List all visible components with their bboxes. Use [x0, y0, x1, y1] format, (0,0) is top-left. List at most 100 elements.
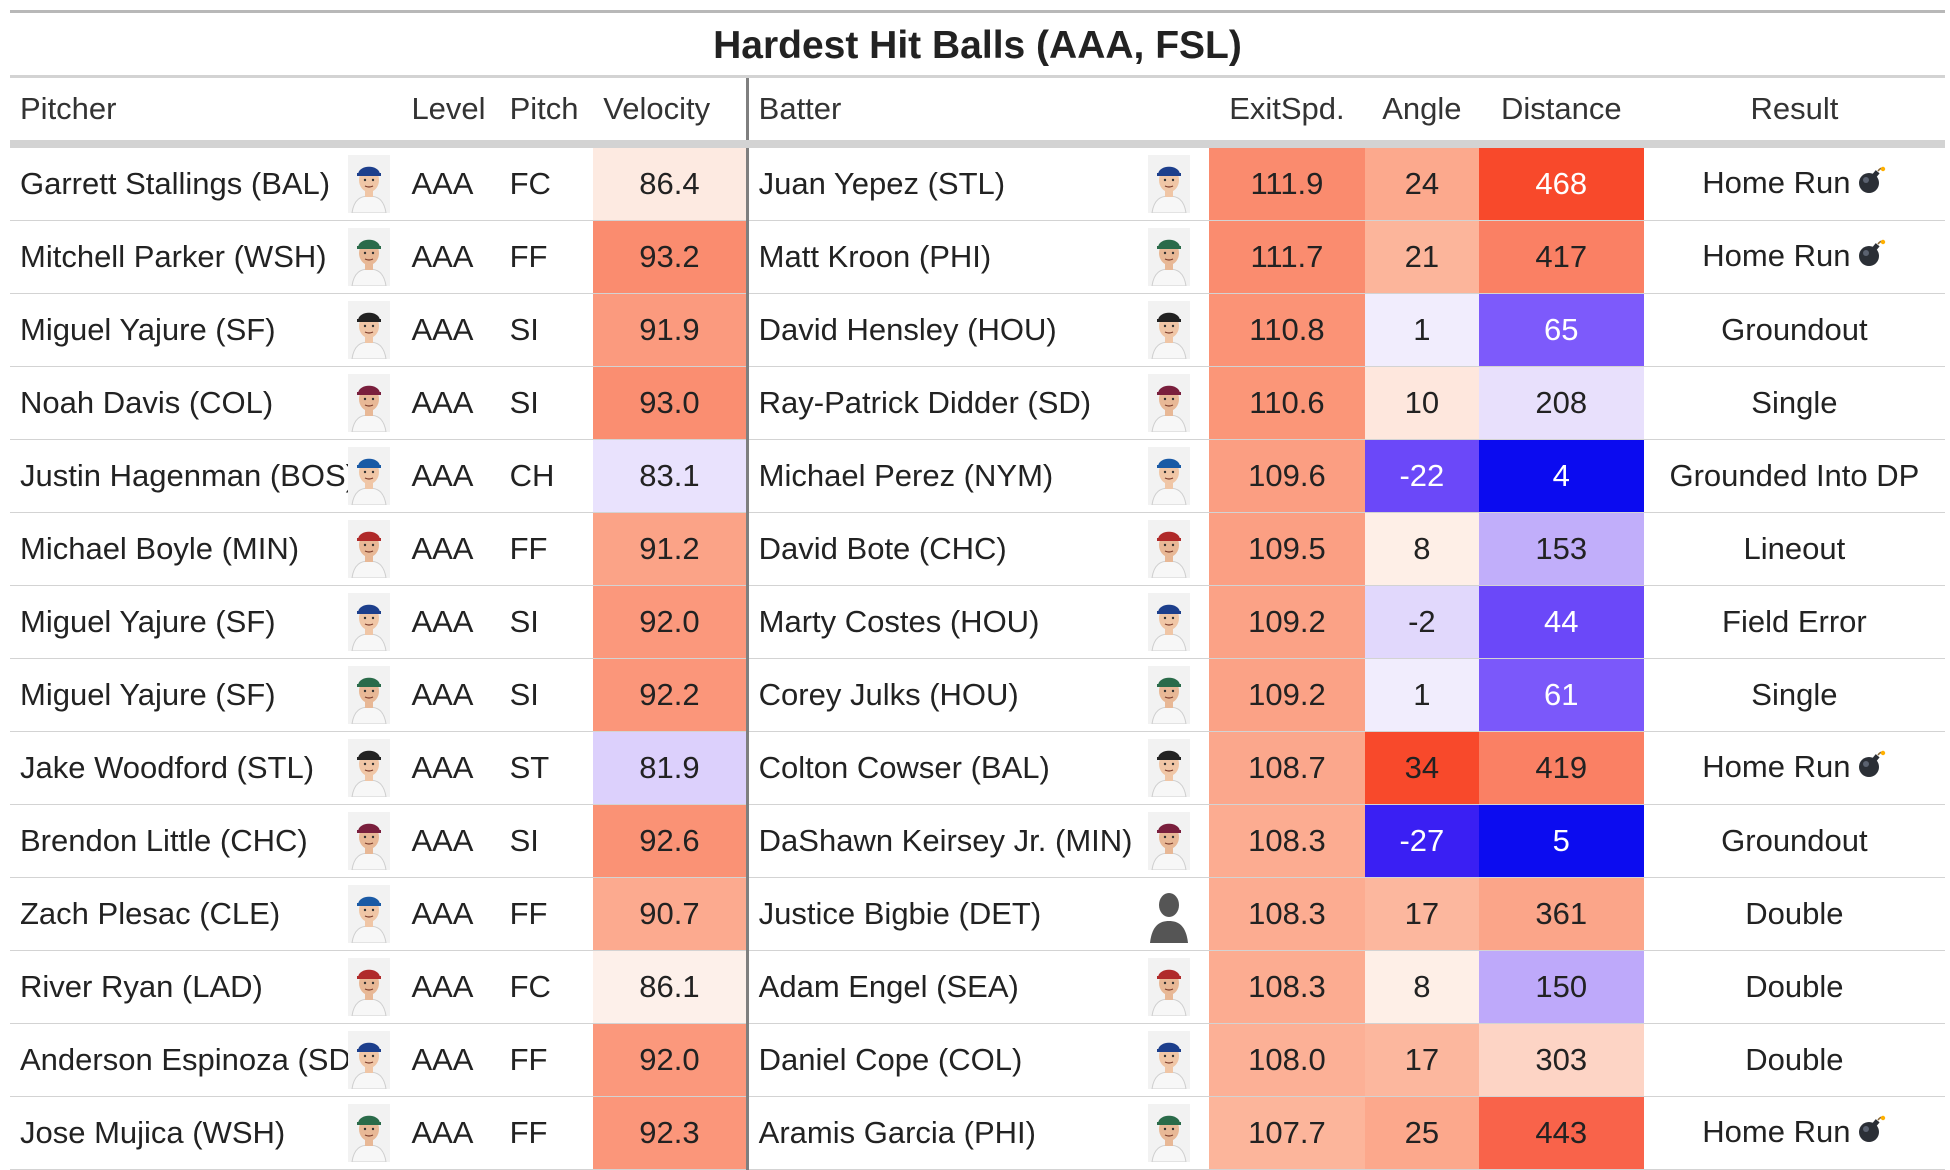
batter-name: Ray-Patrick Didder (SD) [747, 366, 1129, 440]
table-row: Garrett Stallings (BAL) AAA FC 86.4 Juan Yep… [10, 144, 1945, 221]
angle-cell: 25 [1365, 1096, 1479, 1170]
exit-speed-cell: 108.0 [1208, 1023, 1365, 1097]
exit-speed-cell: 108.3 [1208, 804, 1365, 878]
pitcher-name: Miguel Yajure (SF) [10, 585, 337, 659]
header-pitch: Pitch [499, 78, 594, 148]
level-cell: AAA [401, 1023, 500, 1097]
player-headshot-icon [1147, 593, 1190, 652]
exit-speed-cell: 111.7 [1208, 220, 1365, 294]
pitcher-name: Brendon Little (CHC) [10, 804, 337, 878]
batter-photo [1128, 144, 1209, 221]
angle-cell: 1 [1365, 658, 1479, 732]
player-headshot-icon [1147, 228, 1190, 287]
level-cell: AAA [401, 950, 500, 1024]
batter-name: David Bote (CHC) [747, 512, 1129, 586]
header-batter-photo [1128, 78, 1209, 148]
result-cell: Groundout [1643, 804, 1945, 878]
table-row: Justin Hagenman (BOS) AAA CH 83.1 Michael Pe… [10, 439, 1945, 513]
table-row: Jake Woodford (STL) AAA ST 81.9 Colton Cowse… [10, 731, 1945, 805]
pitcher-photo [336, 512, 402, 586]
pitch-type-cell: SI [499, 585, 594, 659]
pitcher-name: Michael Boyle (MIN) [10, 512, 337, 586]
pitcher-photo [336, 1023, 402, 1097]
pitch-type-cell: CH [499, 439, 594, 513]
pitcher-photo [336, 366, 402, 440]
pitcher-photo [336, 144, 402, 221]
pitcher-name: Mitchell Parker (WSH) [10, 220, 337, 294]
result-cell: Double [1643, 877, 1945, 951]
velocity-cell: 92.0 [593, 585, 749, 659]
table-row: Miguel Yajure (SF) AAA SI 92.2 Corey Julks (… [10, 658, 1945, 732]
hardest-hit-table: Pitcher Level Pitch Velocity Batter Exit… [10, 78, 1945, 1170]
distance-cell: 4 [1478, 439, 1644, 513]
result-label: Lineout [1743, 531, 1846, 566]
pitcher-photo [336, 658, 402, 732]
pitch-type-cell: FF [499, 1023, 594, 1097]
velocity-cell: 92.2 [593, 658, 749, 732]
level-cell: AAA [401, 731, 500, 805]
header-exit-speed: ExitSpd. [1208, 78, 1365, 148]
player-headshot-icon [348, 447, 391, 506]
distance-cell: 303 [1478, 1023, 1644, 1097]
result-cell: Home Run [1643, 731, 1945, 805]
bomb-icon [1856, 165, 1886, 203]
batter-photo [1128, 877, 1209, 951]
player-headshot-icon [348, 520, 391, 579]
pitcher-photo [336, 877, 402, 951]
velocity-cell: 81.9 [593, 731, 749, 805]
player-headshot-icon [1147, 958, 1190, 1017]
result-cell: Grounded Into DP [1643, 439, 1945, 513]
header-distance: Distance [1478, 78, 1644, 148]
player-headshot-icon [348, 228, 391, 287]
batter-name: Marty Costes (HOU) [747, 585, 1129, 659]
table-row: Zach Plesac (CLE) AAA FF 90.7 Justice Bigbie… [10, 877, 1945, 951]
batter-photo [1128, 512, 1209, 586]
pitcher-photo [336, 585, 402, 659]
pitcher-name: Justin Hagenman (BOS) [10, 439, 356, 513]
batter-photo [1128, 366, 1209, 440]
batter-name: Justice Bigbie (DET) [747, 877, 1129, 951]
distance-cell: 468 [1478, 144, 1644, 221]
pitcher-name: River Ryan (LAD) [10, 950, 337, 1024]
player-headshot-icon [348, 593, 391, 652]
batter-name: DaShawn Keirsey Jr. (MIN) [747, 804, 1132, 878]
angle-cell: 1 [1365, 293, 1479, 367]
table-row: River Ryan (LAD) AAA FC 86.1 Adam Engel (SEA… [10, 950, 1945, 1024]
pitcher-name: Miguel Yajure (SF) [10, 293, 337, 367]
distance-cell: 443 [1478, 1096, 1644, 1170]
pitch-type-cell: ST [499, 731, 594, 805]
batter-name: Matt Kroon (PHI) [747, 220, 1129, 294]
header-batter: Batter [747, 78, 1129, 148]
angle-cell: -27 [1365, 804, 1479, 878]
pitcher-photo [336, 950, 402, 1024]
distance-cell: 44 [1478, 585, 1644, 659]
table-row: Brendon Little (CHC) AAA SI 92.6 DaShawn Kei… [10, 804, 1945, 878]
player-headshot-icon [1147, 739, 1190, 798]
result-cell: Home Run [1643, 144, 1945, 221]
header-result: Result [1643, 78, 1945, 148]
player-headshot-icon [348, 374, 391, 433]
player-headshot-icon [1147, 1104, 1190, 1163]
pitch-type-cell: FC [499, 144, 594, 221]
batter-photo [1128, 804, 1209, 878]
player-headshot-icon [348, 666, 391, 725]
result-label: Home Run [1702, 1113, 1851, 1149]
pitcher-photo [336, 804, 402, 878]
pitch-type-cell: SI [499, 658, 594, 732]
exit-speed-cell: 109.5 [1208, 512, 1365, 586]
velocity-cell: 93.2 [593, 220, 749, 294]
exit-speed-cell: 109.6 [1208, 439, 1365, 513]
pitcher-photo [336, 220, 402, 294]
pitcher-name: Jake Woodford (STL) [10, 731, 337, 805]
player-headshot-icon [1147, 1031, 1190, 1090]
exit-speed-cell: 111.9 [1208, 144, 1365, 221]
level-cell: AAA [401, 804, 500, 878]
distance-cell: 65 [1478, 293, 1644, 367]
result-label: Double [1745, 896, 1844, 931]
angle-cell: 34 [1365, 731, 1479, 805]
batter-name: Corey Julks (HOU) [747, 658, 1129, 732]
player-headshot-icon [1147, 447, 1190, 506]
result-label: Grounded Into DP [1669, 458, 1920, 493]
batter-name: Adam Engel (SEA) [747, 950, 1129, 1024]
velocity-cell: 93.0 [593, 366, 749, 440]
